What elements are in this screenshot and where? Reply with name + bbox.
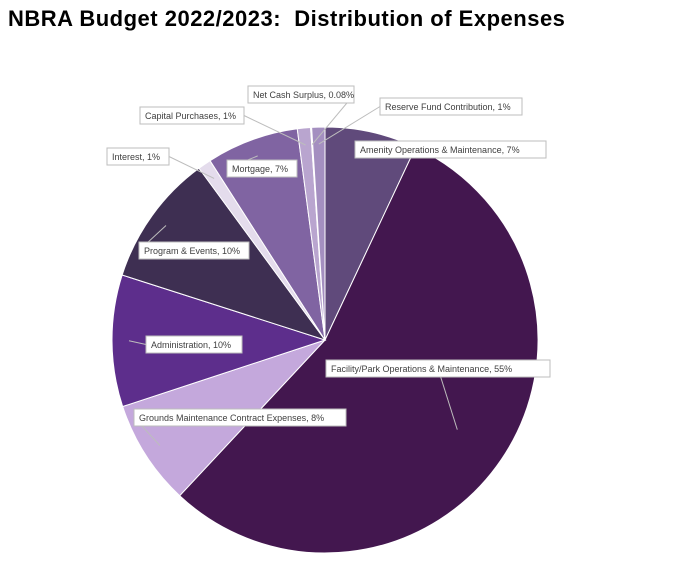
callout-box-capital-purchases xyxy=(139,106,245,125)
leader-line-administration xyxy=(128,340,147,345)
slice-label-mortgage: Mortgage, 7% xyxy=(232,164,288,174)
callout-box-amenity-operations-maintenance xyxy=(354,140,547,159)
slice-label-reserve-fund-contribution: Reserve Fund Contribution, 1% xyxy=(385,102,511,112)
slice-label-capital-purchases: Capital Purchases, 1% xyxy=(145,111,236,121)
callout-box-net-cash-surplus xyxy=(247,85,355,104)
callout-box-mortgage xyxy=(226,159,298,178)
leader-line-interest xyxy=(168,156,215,179)
slice-label-interest: Interest, 1% xyxy=(112,152,160,162)
callout-box-administration xyxy=(145,335,243,354)
leader-line-capital-purchases xyxy=(243,115,306,146)
callout-box-reserve-fund-contribution xyxy=(379,97,523,116)
callout-box-interest xyxy=(106,147,170,166)
callout-box-facility-park-operations-maintenance xyxy=(325,359,551,378)
pie-labels: Amenity Operations & Maintenance, 7% Faci… xyxy=(106,85,551,446)
slice-label-administration: Administration, 10% xyxy=(151,340,231,350)
leader-line-reserve-fund-contribution xyxy=(318,106,381,145)
slice-label-net-cash-surplus: Net Cash Surplus, 0.08% xyxy=(253,90,354,100)
callout-box-program-events xyxy=(138,241,250,260)
slice-label-grounds-maintenance-contract-expenses: Grounds Maintenance Contract Expenses, 8… xyxy=(139,413,324,423)
callout-box-grounds-maintenance-contract-expenses xyxy=(133,408,347,427)
slice-label-program-events: Program & Events, 10% xyxy=(144,246,240,256)
chart-title: NBRA Budget 2022/2023: Distribution of E… xyxy=(8,6,566,31)
slice-label-amenity-operations-maintenance: Amenity Operations & Maintenance, 7% xyxy=(360,145,520,155)
pie-slice-reserve-fund-contribution xyxy=(311,126,326,341)
pie-slice-facility-park-operations-maintenance xyxy=(178,146,539,554)
slice-label-facility-park-operations-maintenance: Facility/Park Operations & Maintenance, … xyxy=(331,364,512,374)
leader-line-facility-park-operations-maintenance xyxy=(437,368,458,430)
